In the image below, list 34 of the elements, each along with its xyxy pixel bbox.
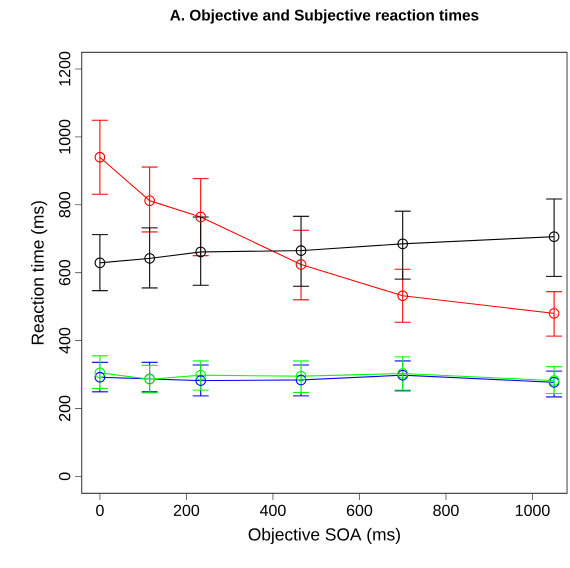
point: [144, 253, 155, 264]
x-tick-label: 400: [260, 504, 286, 516]
x-tick-label: 600: [346, 504, 372, 516]
x-axis-title: Objective SOA (ms): [248, 528, 400, 544]
point: [296, 374, 306, 386]
y-tick-label: 600: [59, 260, 70, 286]
x-tick-label: 800: [433, 504, 459, 516]
point: [94, 367, 106, 378]
point: [548, 231, 560, 242]
point: [296, 259, 306, 270]
point: [195, 370, 206, 381]
y-tick-label: 400: [59, 328, 70, 354]
chart-title: A. Objective and Subjective reaction times: [170, 9, 478, 24]
point: [548, 308, 560, 319]
point: [94, 372, 106, 383]
point: [144, 195, 155, 206]
x-tick-label: 1000: [516, 504, 550, 516]
point: [296, 370, 306, 382]
y-tick-label: 1200: [59, 52, 70, 86]
x-tick-label: 200: [174, 504, 200, 516]
point: [397, 290, 408, 302]
point: [296, 245, 306, 256]
y-tick-label: 0: [59, 472, 70, 480]
y-axis-title: Reaction time (ms): [31, 201, 48, 344]
y-tick-label: 1000: [59, 120, 70, 154]
point: [94, 152, 106, 163]
point: [195, 246, 206, 258]
point: [195, 212, 206, 222]
y-tick-label: 800: [59, 192, 70, 218]
point: [94, 257, 106, 268]
y-tick-label: 200: [59, 396, 70, 422]
point: [195, 375, 206, 386]
x-tick-label: 0: [96, 504, 104, 516]
point: [397, 238, 408, 250]
